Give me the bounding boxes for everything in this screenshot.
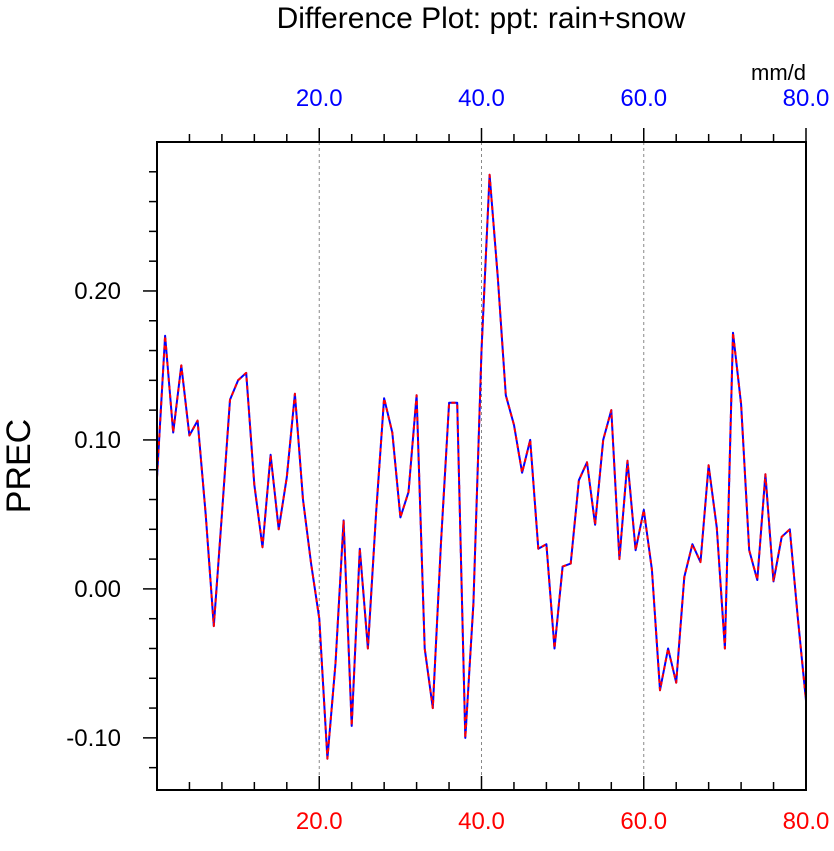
x-tick-label-top: 60.0 <box>620 85 667 112</box>
series-layer <box>156 173 807 760</box>
x-tick-label-bottom: 40.0 <box>458 808 505 835</box>
x-tick-label-top: 80.0 <box>783 85 830 112</box>
y-axis-label: PREC <box>0 419 38 513</box>
x-tick-label-bottom: 80.0 <box>783 808 830 835</box>
gridlines <box>318 142 645 790</box>
top-axis-unit: mm/d <box>751 60 806 85</box>
x-tick-label-top: 20.0 <box>296 85 343 112</box>
axis-ticks <box>143 128 807 790</box>
x-tick-label-bottom: 20.0 <box>296 808 343 835</box>
tick-labels: 20.0 20.0 40.0 40.0 60.0 60.0 80.0 80.0 -0.10 0.0… <box>66 85 829 835</box>
y-tick-label: -0.10 <box>66 725 121 752</box>
y-tick-label: 0.10 <box>74 427 121 454</box>
y-tick-label: 0.20 <box>74 278 121 305</box>
y-tick-label: 0.00 <box>74 576 121 603</box>
x-tick-label-bottom: 60.0 <box>620 808 667 835</box>
series-line-2 <box>156 173 807 760</box>
chart-title: Difference Plot: ppt: rain+snow <box>277 2 686 35</box>
x-tick-label-top: 40.0 <box>458 85 505 112</box>
